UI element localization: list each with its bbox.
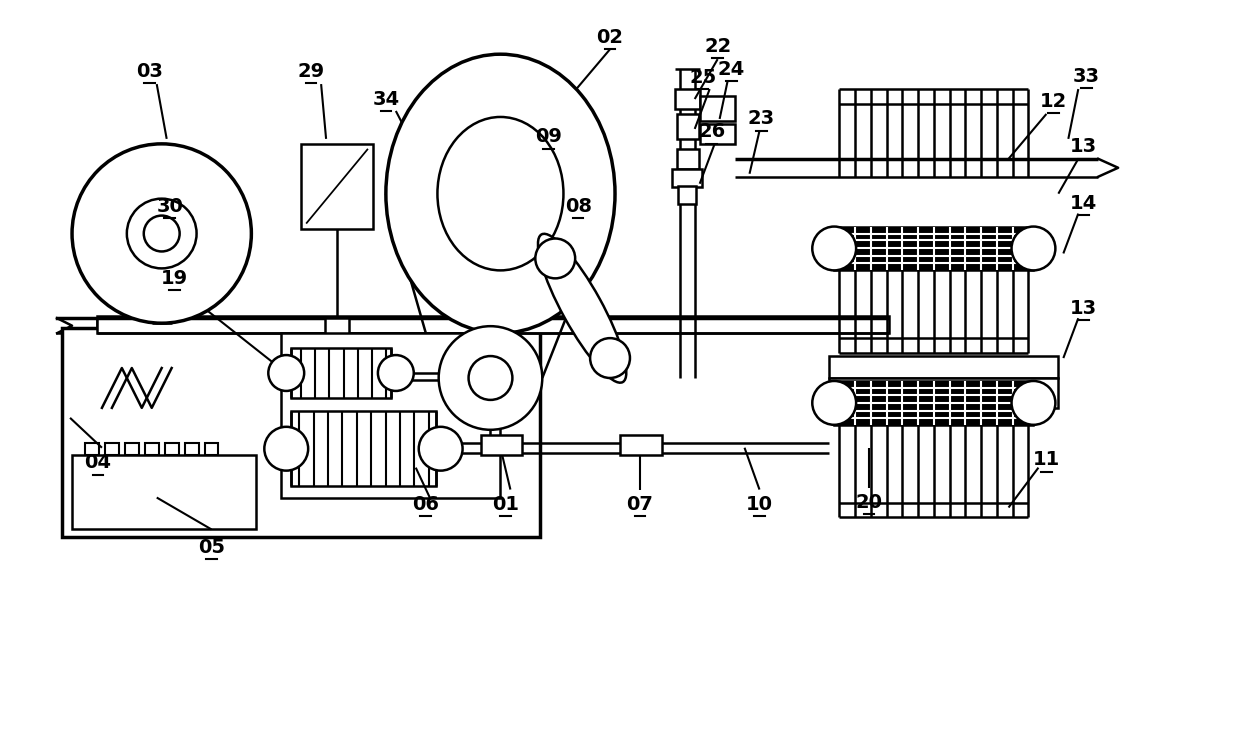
Circle shape [269,355,305,391]
Circle shape [468,356,513,400]
Bar [834,227,1033,270]
Bar [678,186,696,203]
Bar [97,316,890,333]
Text: 09: 09 [535,127,561,147]
Bar [125,443,139,455]
Bar [676,149,699,169]
Ellipse shape [385,54,615,333]
Circle shape [378,355,414,391]
Circle shape [1011,227,1056,270]
Text: 33: 33 [1073,67,1100,85]
Bar [165,443,178,455]
Bar [291,411,436,485]
Bar [834,381,1033,425]
Circle shape [419,427,462,470]
Text: 25: 25 [689,67,716,87]
Text: 08: 08 [565,197,592,216]
Text: 10: 10 [746,495,773,514]
Text: 04: 04 [84,453,112,472]
Bar [72,455,256,530]
Circle shape [144,215,180,251]
Bar [700,124,735,144]
Bar [105,443,119,455]
Text: 05: 05 [198,538,225,557]
Bar [481,435,523,455]
Bar [829,378,1058,408]
Bar [85,443,99,455]
Bar [185,443,198,455]
Bar [620,435,662,455]
Circle shape [813,381,856,425]
Circle shape [590,338,629,378]
Text: 06: 06 [413,495,439,514]
Bar [700,96,735,121]
Bar [62,328,540,537]
Text: 03: 03 [136,61,164,81]
Text: 29: 29 [297,61,325,81]
Bar [291,348,390,398]
Text: 07: 07 [627,495,653,514]
Bar [829,356,1058,378]
Circle shape [126,199,197,269]
Circle shape [1011,381,1056,425]
Bar [675,89,700,109]
Bar [145,443,159,455]
Text: 22: 22 [704,37,731,55]
Bar [281,333,501,497]
Circle shape [439,326,543,430]
Text: 14: 14 [1069,194,1097,213]
Text: 20: 20 [856,493,882,512]
Bar [676,114,699,139]
Text: 34: 34 [372,90,399,108]
Text: 19: 19 [161,269,188,288]
Ellipse shape [437,117,564,270]
Circle shape [535,239,575,278]
Text: 12: 12 [1040,91,1067,111]
Bar [325,318,349,348]
Text: 23: 23 [748,109,776,129]
Text: 13: 13 [1069,298,1097,318]
Bar [301,144,373,229]
Text: 02: 02 [596,28,623,47]
Circle shape [72,144,252,323]
Circle shape [813,227,856,270]
Text: 26: 26 [698,123,725,141]
Ellipse shape [538,234,627,383]
Text: 13: 13 [1069,138,1097,156]
Bar [672,169,701,187]
Text: 01: 01 [492,495,519,514]
Text: 30: 30 [156,197,183,216]
Bar [204,443,218,455]
Circle shape [264,427,309,470]
Text: 11: 11 [1033,450,1061,469]
Text: 24: 24 [717,60,745,79]
Bar [330,348,344,368]
